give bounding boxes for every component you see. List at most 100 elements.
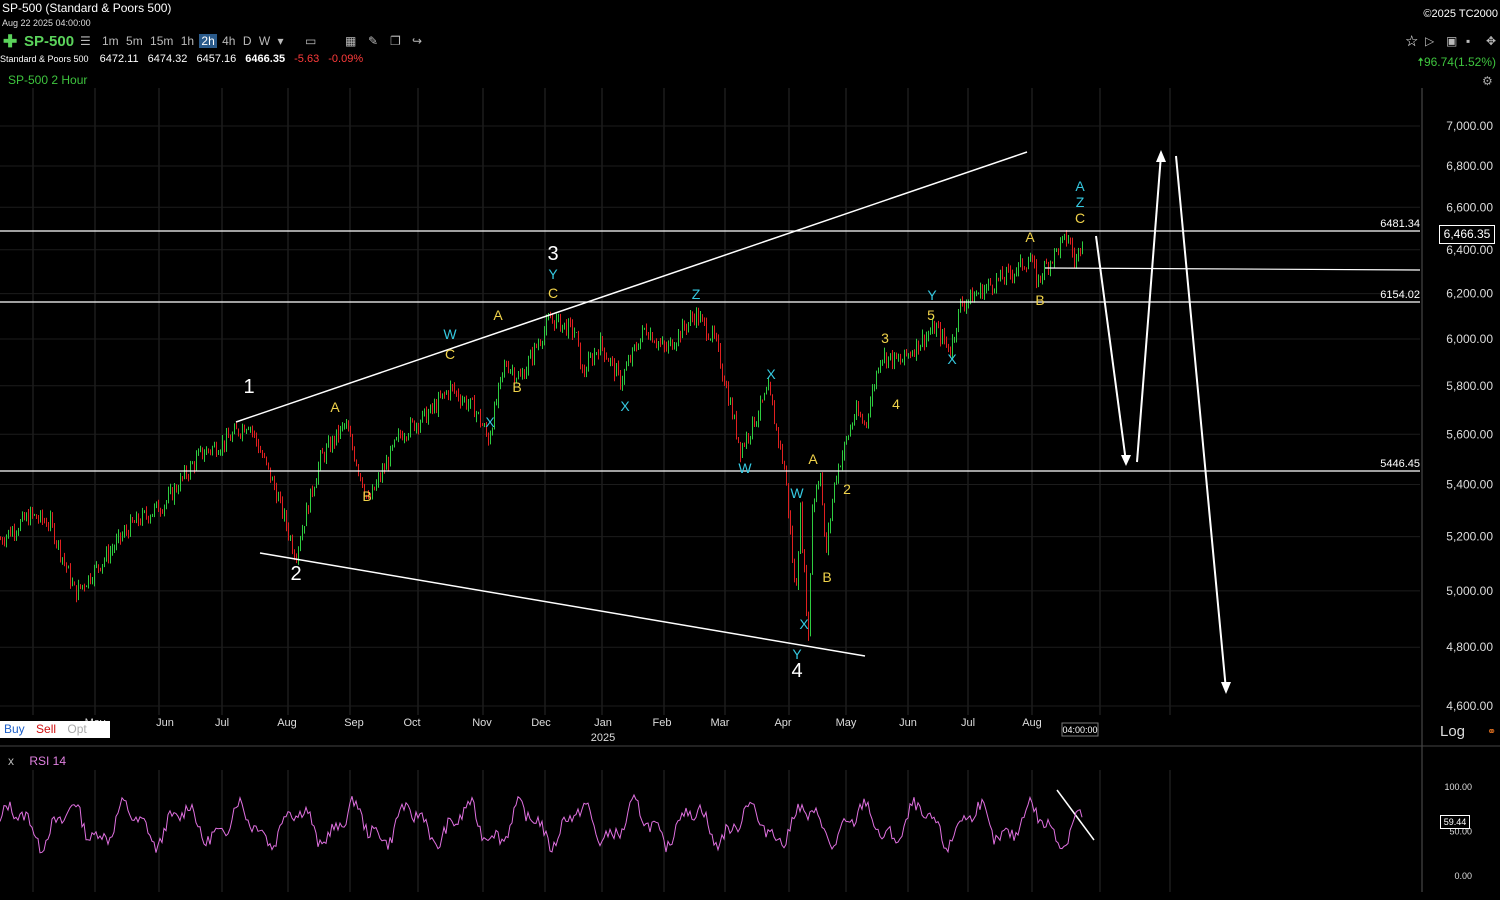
projection-arrow — [1095, 235, 1127, 463]
wave-label: 3 — [881, 330, 889, 346]
level-label: 6481.34 — [1380, 218, 1420, 230]
rsi-tick-label: 0.00 — [1454, 871, 1472, 881]
quote-change-pct: -0.09% — [328, 53, 364, 65]
wave-label: X — [799, 616, 809, 632]
wave-label: W — [443, 326, 457, 342]
level-line — [1044, 267, 1421, 271]
month-label: Feb — [653, 717, 672, 729]
timeframe-selector: 1m 5m 15m 1h 2h 4h D W ▾ — [100, 33, 286, 50]
price-tick-label: 4,800.00 — [1446, 640, 1493, 654]
wave-label: 2 — [290, 563, 301, 585]
lower-trendline — [259, 552, 866, 657]
arrowhead — [1121, 455, 1131, 466]
link-chain-icon[interactable]: ⚭ — [1487, 726, 1497, 738]
rsi-value-box: 59.44 — [1440, 815, 1470, 829]
log-scale-toggle[interactable]: Log — [1440, 723, 1466, 740]
timeframe-1h[interactable]: 1h — [180, 34, 195, 48]
month-label: Aug — [1022, 717, 1042, 729]
pencil-icon[interactable]: ✎ — [368, 34, 379, 48]
price-tick-label: 5,400.00 — [1446, 477, 1493, 491]
current-price-box: 6,466.35 — [1439, 225, 1495, 244]
star-icon[interactable]: ☆ — [1405, 33, 1419, 50]
wave-label: C — [445, 346, 455, 362]
timeframe-15m[interactable]: 15m — [150, 34, 174, 48]
buy-button[interactable]: Buy — [4, 722, 25, 736]
price-tick-label: 6,000.00 — [1446, 332, 1493, 346]
share-icon[interactable]: ↪ — [412, 34, 423, 48]
snapshot-icon[interactable]: ▣ — [1446, 34, 1458, 48]
arrowhead — [1156, 150, 1166, 162]
timeframe-W[interactable]: W — [258, 34, 271, 48]
month-label: Aug — [277, 717, 297, 729]
link-icon[interactable]: ▷ — [1425, 34, 1435, 48]
symbol-field[interactable]: SP-500 — [24, 33, 75, 50]
arrowhead — [1221, 682, 1231, 694]
chart-date: Aug 22 2025 04:00:00 — [2, 18, 91, 28]
move-icon[interactable]: ✥ — [1486, 34, 1497, 48]
price-tick-label: 5,200.00 — [1446, 530, 1493, 544]
opt-button[interactable]: Opt — [67, 722, 87, 736]
wave-label: A — [1025, 229, 1035, 245]
wave-label: W — [738, 460, 752, 476]
wave-label: 2 — [843, 481, 851, 497]
chart-style-icon[interactable]: ▭ — [305, 34, 317, 48]
month-label: Jan — [594, 717, 612, 729]
price-tick-label: 6,200.00 — [1446, 287, 1493, 301]
wave-label: A — [330, 399, 340, 415]
wave-label: B — [512, 379, 521, 395]
wave-label: X — [620, 398, 630, 414]
wave-label: C — [548, 285, 558, 301]
order-bar: Buy Sell Opt — [0, 721, 110, 738]
upper-trendline — [235, 151, 1028, 423]
timeframe-1m[interactable]: 1m — [102, 34, 119, 48]
up-arrow-icon: 🠅 — [1417, 55, 1424, 69]
settings-icon[interactable]: ⚙ — [1482, 74, 1493, 88]
month-label: Jul — [961, 717, 975, 729]
month-label: Jul — [215, 717, 229, 729]
sell-button[interactable]: Sell — [36, 722, 57, 736]
quote-open: 6472.11 — [99, 53, 139, 65]
copyright-text: ©2025 TC2000 — [1423, 8, 1498, 20]
time-marker-box — [1061, 722, 1099, 737]
wave-label: 5 — [927, 307, 935, 323]
quote-last: 6466.35 — [245, 53, 286, 65]
quote-high: 6474.32 — [147, 53, 188, 65]
month-label: Oct — [403, 717, 420, 729]
list-icon[interactable]: ☰ — [80, 34, 91, 48]
add-symbol-icon[interactable]: ✚ — [3, 32, 18, 51]
wave-label: A — [493, 307, 503, 323]
month-label: Jun — [899, 717, 917, 729]
wave-label: 4 — [791, 660, 802, 682]
window-title: SP-500 (Standard & Poors 500) — [2, 1, 172, 15]
price-tick-label: 6,600.00 — [1446, 200, 1493, 214]
rsi-tick-label: 100.00 — [1444, 782, 1472, 792]
month-label: Mar — [711, 717, 730, 729]
timeframe-dropdown-icon[interactable]: ▾ — [277, 34, 284, 48]
wave-label: 1 — [243, 376, 254, 398]
right-change: 🠅96.74(1.52%) — [1417, 55, 1496, 69]
price-tick-label: 7,000.00 — [1446, 119, 1493, 133]
rsi-title: RSI 14 — [29, 754, 67, 768]
timeframe-4h[interactable]: 4h — [222, 34, 236, 48]
layers-icon[interactable]: ❐ — [390, 34, 401, 48]
rsi-close-button[interactable]: x — [8, 754, 14, 768]
wave-label: X — [947, 351, 957, 367]
timeframe-5m[interactable]: 5m — [126, 34, 143, 48]
month-label: Apr — [774, 717, 791, 729]
price-tick-label: 6,800.00 — [1446, 159, 1493, 173]
projection-arrow — [1136, 154, 1162, 463]
projection-arrow — [1175, 155, 1227, 691]
save-icon[interactable]: ▪ — [1466, 34, 1471, 48]
level-label: 6154.02 — [1380, 289, 1420, 301]
wave-label: Z — [1076, 194, 1085, 210]
wave-label: A — [808, 451, 818, 467]
rsi-tick-label: 50.00 — [1449, 827, 1472, 837]
indicators-icon[interactable]: ▦ — [345, 34, 357, 48]
wave-label: B — [1035, 292, 1044, 308]
timeframe-D[interactable]: D — [242, 34, 252, 48]
timeframe-2h[interactable]: 2h — [199, 34, 217, 48]
month-label: Jun — [156, 717, 174, 729]
chart-toolbar — [0, 32, 1500, 52]
quote-line: Standard & Poors 500 6472.11 6474.32 645… — [0, 53, 363, 69]
